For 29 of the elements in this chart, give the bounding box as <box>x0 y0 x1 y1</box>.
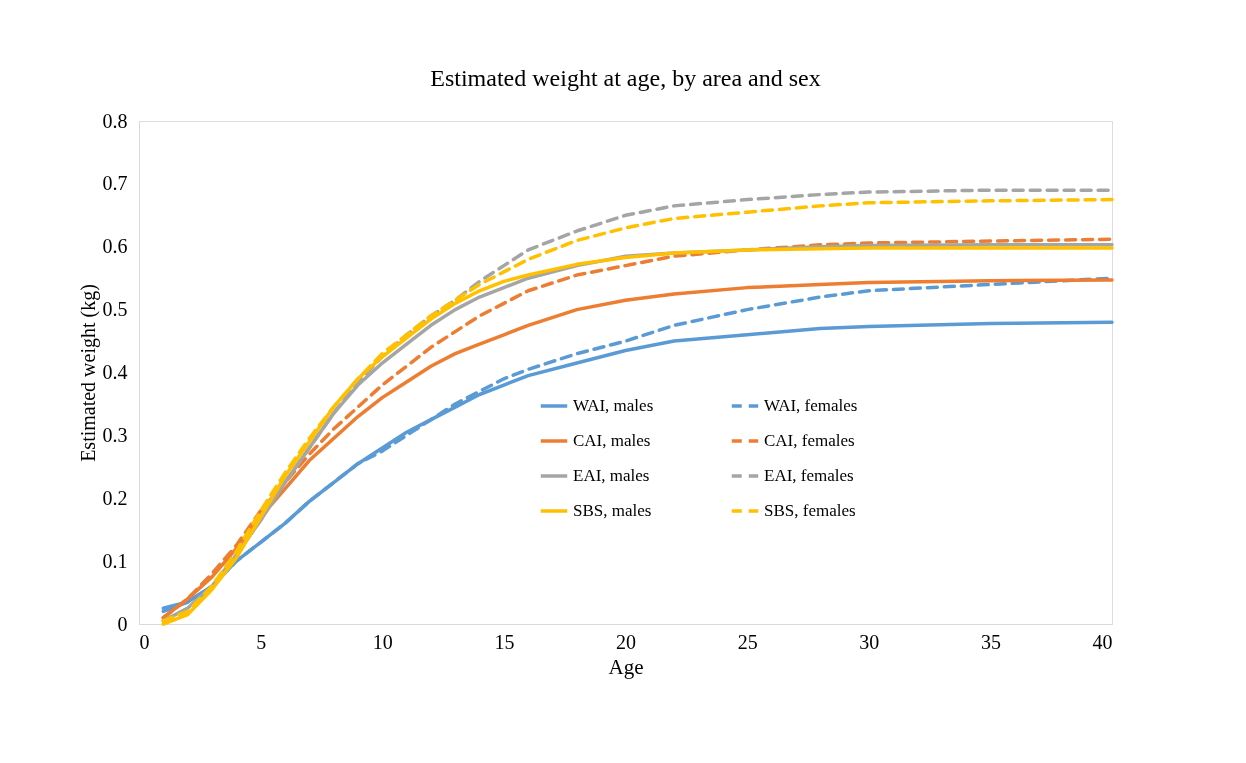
x-tick-label: 25 <box>737 630 758 653</box>
x-tick-label: 0 <box>139 630 150 653</box>
x-tick-label: 20 <box>616 630 636 653</box>
x-tick-label: 5 <box>256 630 267 653</box>
x-tick-label: 10 <box>372 630 393 653</box>
y-tick-label: 0.1 <box>102 549 128 572</box>
legend-label: CAI, females <box>764 431 855 450</box>
y-tick-label: 0.3 <box>102 423 128 446</box>
legend-label: EAI, females <box>764 466 854 485</box>
legend-label: EAI, males <box>573 466 650 485</box>
legend-label: WAI, females <box>764 396 858 415</box>
y-axis-title: Estimated weight (kg) <box>76 284 100 462</box>
legend-label: SBS, males <box>573 501 652 520</box>
y-tick-label: 0.6 <box>102 235 128 258</box>
x-tick-label: 35 <box>980 630 1001 653</box>
y-tick-label: 0.2 <box>102 486 128 509</box>
legend-label: WAI, males <box>573 396 654 415</box>
x-axis-title: Age <box>608 654 644 679</box>
y-tick-label: 0.4 <box>102 361 128 383</box>
y-tick-label: 0.5 <box>102 298 128 321</box>
x-tick-label: 40 <box>1092 630 1113 653</box>
y-tick-label: 0 <box>117 612 128 635</box>
x-tick-label: 30 <box>859 630 880 653</box>
legend-label: SBS, females <box>764 501 856 520</box>
x-tick-label: 15 <box>494 630 515 653</box>
chart-title: Estimated weight at age, by area and sex <box>430 65 821 91</box>
y-tick-label: 0.8 <box>102 109 128 132</box>
legend-label: CAI, males <box>573 431 651 450</box>
y-tick-label: 0.7 <box>102 172 128 195</box>
